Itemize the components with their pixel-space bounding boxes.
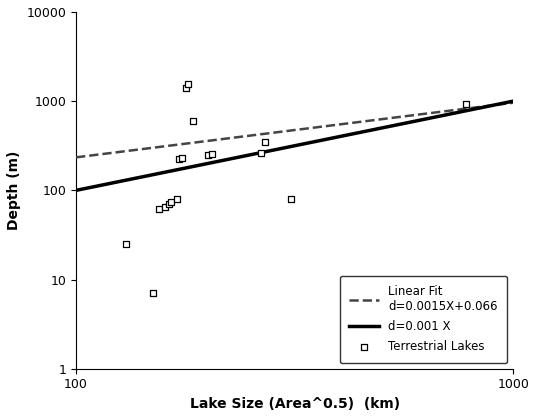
Terrestrial Lakes xyxy=(257,150,265,157)
Terrestrial Lakes xyxy=(122,241,130,247)
Terrestrial Lakes xyxy=(178,155,187,161)
Terrestrial Lakes xyxy=(203,151,212,158)
Legend: Linear Fit
d=0.0015X+0.066, d=0.001 X, Terrestrial Lakes: Linear Fit d=0.0015X+0.066, d=0.001 X, T… xyxy=(340,276,507,363)
Terrestrial Lakes xyxy=(189,117,197,124)
Terrestrial Lakes xyxy=(208,151,217,158)
Linear Fit
d=0.0015X+0.066 xyxy=(510,100,516,105)
Linear Fit
d=0.0015X+0.066 xyxy=(441,109,448,114)
Line: Linear Fit
d=0.0015X+0.066: Linear Fit d=0.0015X+0.066 xyxy=(76,103,513,157)
Terrestrial Lakes xyxy=(161,204,169,210)
X-axis label: Lake Size (Area^0.5)  (km): Lake Size (Area^0.5) (km) xyxy=(190,397,400,411)
Linear Fit
d=0.0015X+0.066 xyxy=(332,122,338,127)
Terrestrial Lakes xyxy=(181,85,190,92)
Terrestrial Lakes xyxy=(183,81,192,87)
Y-axis label: Depth (m): Depth (m) xyxy=(7,150,21,230)
Terrestrial Lakes xyxy=(287,196,295,202)
Linear Fit
d=0.0015X+0.066 xyxy=(75,155,81,160)
Terrestrial Lakes xyxy=(149,290,158,297)
Terrestrial Lakes xyxy=(175,155,183,162)
Linear Fit
d=0.0015X+0.066 xyxy=(469,105,475,110)
Linear Fit
d=0.0015X+0.066 xyxy=(73,155,79,160)
Terrestrial Lakes xyxy=(167,198,175,205)
Terrestrial Lakes xyxy=(165,201,173,207)
Linear Fit
d=0.0015X+0.066 xyxy=(340,121,347,126)
Terrestrial Lakes xyxy=(260,138,269,145)
Linear Fit
d=0.0015X+0.066 xyxy=(333,122,339,127)
Terrestrial Lakes xyxy=(461,100,470,107)
Terrestrial Lakes xyxy=(173,196,181,202)
Terrestrial Lakes xyxy=(155,206,163,212)
